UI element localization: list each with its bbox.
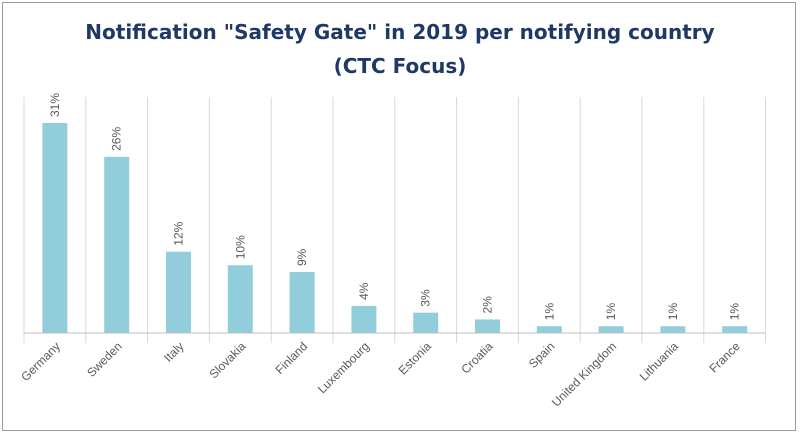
x-tick-label: Spain <box>526 339 558 371</box>
bar-luxembourg <box>351 305 377 333</box>
bar-spain <box>536 326 562 333</box>
chart-subtitle: (CTC Focus) <box>333 54 467 78</box>
x-tick-label: Lithuania <box>637 339 682 384</box>
data-label: 31% <box>48 93 62 117</box>
chart-data-labels: 31% 26% 12% 10% 9% 4% 3% 2% 1% 1% 1% 1% <box>48 93 742 321</box>
bar-italy <box>166 251 191 333</box>
bar-germany <box>42 123 68 333</box>
chart-title: Notification "Safety Gate" in 2019 per n… <box>85 20 715 44</box>
x-tick-label: Luxembourg <box>315 339 372 396</box>
bar-croatia <box>475 319 500 333</box>
chart-frame <box>2 2 796 431</box>
x-tick-label: Sweden <box>84 339 125 380</box>
x-tick-label: Estonia <box>396 339 434 377</box>
data-label: 2% <box>481 296 495 314</box>
x-tick-label: United Kingdom <box>549 339 619 409</box>
x-tick-label: Croatia <box>458 339 495 376</box>
bar-estonia <box>413 312 439 333</box>
bar-sweden <box>104 156 130 333</box>
chart-bars <box>42 123 748 333</box>
data-label: 4% <box>357 282 371 300</box>
chart-x-labels: Germany Sweden Italy Slovakia Finland Luxembo… <box>18 339 743 410</box>
x-tick-label: France <box>707 339 744 376</box>
x-tick-label: Germany <box>18 339 63 384</box>
bar-lithuania <box>660 326 686 333</box>
data-label: 3% <box>419 289 433 307</box>
data-label: 9% <box>295 248 309 266</box>
x-tick-label: Italy <box>161 339 186 364</box>
chart-grid <box>23 97 767 343</box>
data-label: 12% <box>172 221 186 245</box>
data-label: 1% <box>604 303 618 321</box>
x-tick-label: Slovakia <box>206 339 248 381</box>
x-tick-label: Finland <box>272 339 310 377</box>
bar-united-kingdom <box>598 326 624 333</box>
data-label: 1% <box>666 303 680 321</box>
data-label: 26% <box>110 127 124 151</box>
data-label: 1% <box>728 303 742 321</box>
data-label: 10% <box>233 235 247 259</box>
bar-finland <box>289 272 315 333</box>
bar-slovakia <box>227 265 253 333</box>
bar-france <box>722 326 748 333</box>
data-label: 1% <box>542 303 556 321</box>
